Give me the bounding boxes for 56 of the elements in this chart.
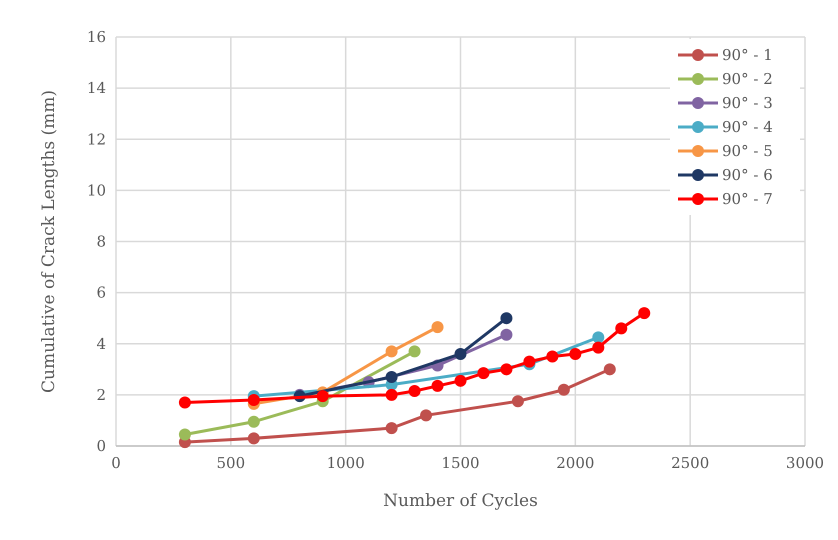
y-tick-label: 2	[96, 386, 106, 404]
y-axis-title: Cumulative of Crack Lengths (mm)	[39, 90, 59, 393]
point	[592, 331, 604, 344]
point	[408, 385, 421, 398]
point	[592, 342, 604, 354]
point	[432, 321, 444, 334]
x-tick-label: 3000	[786, 454, 824, 472]
y-tick-label: 10	[86, 181, 106, 200]
point	[386, 388, 398, 401]
x-tick-label: 1000	[326, 454, 365, 472]
x-tick-label: 500	[216, 454, 246, 472]
x-tick-label: 2500	[671, 454, 710, 472]
point	[316, 390, 329, 402]
point	[558, 384, 570, 396]
x-axis-title: Number of Cycles	[383, 491, 538, 511]
legend-label: 90° - 1	[722, 46, 773, 64]
legend-label: 90° - 6	[722, 166, 773, 184]
y-tick-label: 16	[86, 28, 106, 46]
point	[569, 348, 582, 360]
legend-label: 90° - 7	[722, 190, 773, 208]
y-tick-label: 14	[86, 79, 106, 98]
point	[546, 350, 558, 363]
y-tick-label: 0	[96, 437, 106, 455]
point	[500, 363, 512, 376]
point	[500, 328, 512, 341]
legend-label: 90° - 2	[722, 70, 773, 88]
legend-label: 90° - 4	[722, 118, 773, 136]
legend-label: 90° - 3	[722, 94, 773, 112]
point	[523, 356, 536, 368]
y-tick-label: 8	[96, 232, 106, 250]
point	[386, 422, 398, 434]
x-tick-label: 2000	[556, 454, 594, 472]
point	[432, 380, 444, 392]
point	[638, 307, 650, 320]
point	[454, 374, 466, 387]
point	[604, 363, 616, 376]
point	[178, 428, 191, 440]
point	[248, 416, 260, 428]
point	[408, 345, 421, 358]
point	[386, 345, 398, 358]
point	[248, 394, 260, 406]
y-tick-label: 6	[96, 284, 106, 302]
point	[477, 367, 490, 380]
legend-label: 90° - 5	[722, 142, 773, 160]
point	[512, 395, 524, 408]
point	[178, 396, 191, 409]
point	[454, 348, 466, 360]
point	[615, 322, 628, 334]
y-tick-label: 12	[86, 130, 106, 148]
x-tick-label: 0	[111, 454, 121, 472]
point	[386, 370, 398, 383]
x-tick-label: 1500	[441, 454, 480, 472]
point	[500, 312, 512, 324]
point	[420, 409, 432, 422]
point	[248, 432, 260, 444]
y-tick-label: 4	[96, 334, 106, 353]
